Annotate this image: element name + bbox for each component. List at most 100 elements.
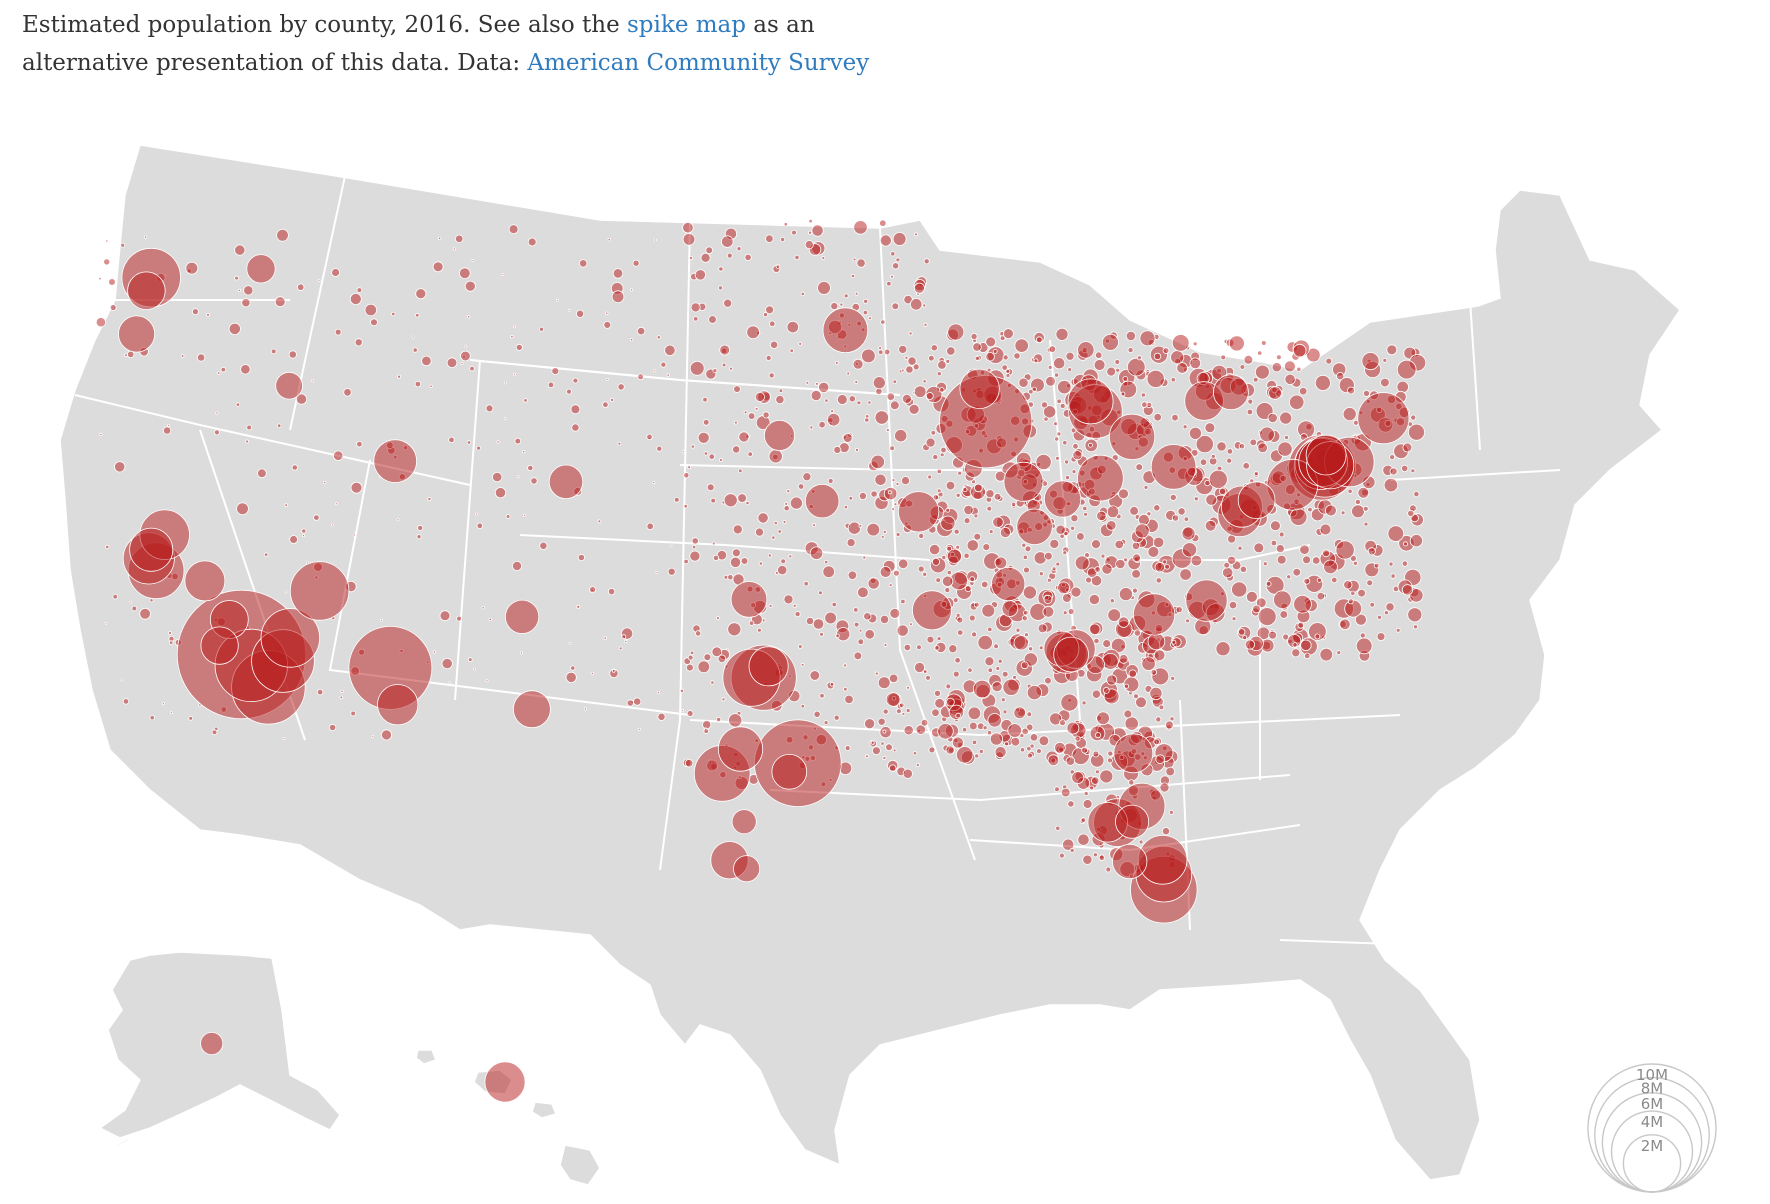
county-bubble bbox=[888, 673, 899, 684]
county-bubble bbox=[734, 420, 738, 425]
county-bubble bbox=[985, 336, 997, 348]
county-bubble bbox=[732, 445, 741, 454]
county-bubble bbox=[1062, 838, 1075, 851]
county-bubble bbox=[711, 646, 723, 658]
county-bubble bbox=[1055, 561, 1061, 567]
county-bubble bbox=[1088, 442, 1093, 448]
county-bubble bbox=[1303, 577, 1311, 585]
county-bubble bbox=[891, 478, 896, 483]
county-bubble bbox=[1395, 627, 1401, 633]
county-bubble bbox=[1056, 398, 1062, 404]
county-bubble bbox=[1001, 364, 1008, 371]
county-bubble bbox=[350, 710, 357, 717]
county-bubble bbox=[1062, 610, 1068, 616]
county-bubble bbox=[1413, 624, 1419, 630]
county-bubble bbox=[941, 575, 954, 588]
county-bubble bbox=[1038, 571, 1044, 577]
county-bubble bbox=[1147, 632, 1166, 651]
county-bubble bbox=[935, 577, 941, 583]
county-bubble bbox=[257, 468, 267, 479]
county-bubble bbox=[494, 487, 507, 499]
county-bubble bbox=[666, 373, 670, 377]
county-bubble bbox=[889, 445, 895, 452]
county-bubble bbox=[1118, 488, 1129, 500]
county-bubble bbox=[1270, 520, 1281, 532]
county-bubble bbox=[984, 656, 995, 667]
county-bubble bbox=[1010, 736, 1021, 747]
county-bubble bbox=[684, 759, 694, 768]
county-bubble bbox=[188, 715, 194, 721]
county-bubble bbox=[690, 302, 701, 313]
county-bubble bbox=[1383, 610, 1389, 616]
county-bubble bbox=[717, 654, 727, 663]
county-bubble bbox=[1208, 469, 1228, 489]
county-bubble bbox=[783, 594, 794, 605]
county-bubble bbox=[377, 684, 419, 726]
county-bubble bbox=[1094, 351, 1103, 359]
county-bubble bbox=[874, 410, 890, 425]
county-bubble bbox=[603, 320, 612, 329]
county-bubble bbox=[864, 417, 870, 423]
county-bubble bbox=[636, 326, 646, 336]
county-bubble bbox=[555, 298, 559, 302]
county-bubble bbox=[577, 553, 586, 562]
county-bubble bbox=[1001, 670, 1009, 678]
county-bubble bbox=[1171, 639, 1177, 645]
county-bubble bbox=[815, 381, 819, 386]
county-bubble bbox=[1021, 542, 1027, 548]
county-bubble bbox=[653, 369, 657, 373]
county-bubble bbox=[660, 361, 667, 368]
county-bubble bbox=[782, 520, 787, 524]
county-bubble bbox=[513, 690, 551, 729]
county-bubble bbox=[890, 274, 894, 279]
county-bubble bbox=[786, 320, 800, 334]
county-bubble bbox=[925, 437, 936, 448]
spike-map-link[interactable]: spike map bbox=[627, 12, 746, 38]
county-bubble bbox=[1059, 402, 1066, 409]
county-bubble bbox=[1042, 605, 1055, 618]
county-bubble bbox=[940, 446, 947, 454]
county-bubble bbox=[922, 303, 927, 308]
county-bubble bbox=[1249, 438, 1258, 447]
county-bubble bbox=[967, 667, 973, 673]
county-bubble bbox=[1112, 843, 1148, 880]
county-bubble bbox=[1409, 534, 1424, 548]
county-bubble bbox=[898, 344, 908, 354]
county-bubble bbox=[1100, 553, 1106, 559]
county-bubble bbox=[880, 535, 885, 539]
county-bubble bbox=[768, 604, 773, 608]
county-bubble bbox=[1133, 693, 1139, 700]
county-bubble bbox=[689, 360, 705, 376]
county-bubble bbox=[1139, 330, 1156, 347]
county-bubble bbox=[946, 545, 952, 552]
county-bubble bbox=[572, 377, 579, 384]
county-bubble bbox=[702, 720, 712, 730]
county-bubble bbox=[243, 285, 254, 296]
county-bubble bbox=[1085, 576, 1092, 584]
county-bubble bbox=[834, 360, 839, 365]
county-bubble bbox=[1298, 387, 1308, 396]
county-bubble bbox=[467, 657, 473, 662]
county-bubble bbox=[962, 487, 968, 493]
county-bubble bbox=[966, 539, 979, 552]
county-bubble bbox=[1053, 636, 1089, 673]
county-bubble bbox=[607, 237, 611, 242]
county-bubble bbox=[1123, 709, 1133, 719]
county-bubble bbox=[885, 743, 893, 751]
county-bubble bbox=[583, 707, 588, 711]
county-bubble bbox=[446, 357, 458, 369]
county-bubble bbox=[972, 679, 992, 699]
county-bubble bbox=[934, 645, 940, 651]
county-bubble bbox=[610, 397, 615, 402]
county-bubble bbox=[611, 669, 616, 673]
county-bubble bbox=[1300, 639, 1312, 652]
acs-source-link[interactable]: American Community Survey bbox=[527, 50, 870, 76]
county-bubble bbox=[1169, 493, 1177, 501]
county-bubble bbox=[356, 441, 363, 448]
county-bubble bbox=[1226, 457, 1233, 464]
county-bubble bbox=[334, 328, 342, 336]
county-bubble bbox=[729, 556, 742, 568]
county-bubble bbox=[475, 512, 478, 516]
county-bubble bbox=[956, 616, 964, 624]
county-bubble bbox=[371, 735, 375, 738]
